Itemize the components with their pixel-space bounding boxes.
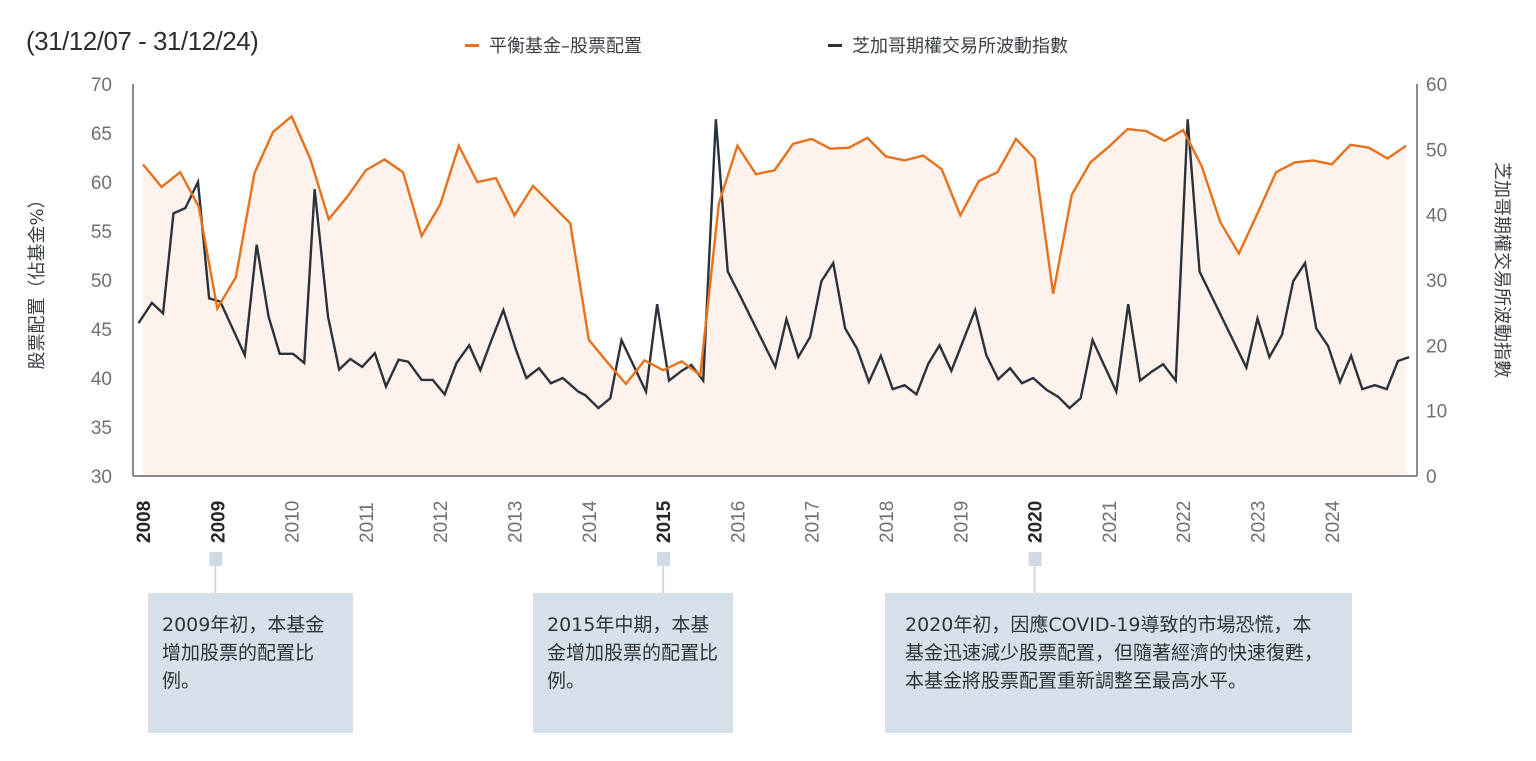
y-tick-right-label: 30 bbox=[1426, 271, 1447, 292]
y-tick-right-label: 10 bbox=[1426, 402, 1447, 423]
annotation-box-2015: 2015年中期，本基金增加股票的配置比例。 bbox=[533, 593, 733, 733]
legend-item-equity-allocation: 平衡基金–股票配置 bbox=[465, 32, 642, 58]
y-tick-left-label: 30 bbox=[91, 467, 112, 488]
x-tick-label: 2011 bbox=[357, 502, 378, 543]
annotation-marker-2009 bbox=[209, 552, 223, 566]
annotation-box-2009: 2009年初，本基金增加股票的配置比例。 bbox=[148, 593, 353, 733]
x-tick-label: 2016 bbox=[728, 501, 749, 543]
vix-line bbox=[137, 119, 1410, 410]
y-tick-left-label: 50 bbox=[91, 271, 112, 292]
x-tick-label: 2013 bbox=[506, 501, 527, 543]
y-tick-left-label: 45 bbox=[91, 320, 112, 341]
legend-label: 平衡基金–股票配置 bbox=[489, 36, 642, 57]
x-tick-label: 2015 bbox=[654, 500, 675, 543]
y-tick-right-label: 0 bbox=[1426, 467, 1437, 488]
x-tick-label: 2021 bbox=[1100, 501, 1121, 543]
x-tick-label: 2017 bbox=[803, 501, 824, 543]
x-tick-label: 2019 bbox=[951, 501, 972, 543]
x-tick-label: 2022 bbox=[1174, 501, 1195, 543]
x-tick-label: 2010 bbox=[283, 501, 304, 543]
x-tick-label: 2020 bbox=[1026, 501, 1047, 543]
x-tick-label: 2012 bbox=[431, 501, 452, 543]
y-tick-left-label: 55 bbox=[91, 222, 112, 243]
x-tick-label: 2024 bbox=[1323, 500, 1344, 543]
legend-swatch-dark bbox=[828, 43, 842, 47]
y-tick-right-label: 60 bbox=[1426, 75, 1447, 96]
chart-subtitle: (31/12/07 - 31/12/24) bbox=[26, 26, 259, 56]
x-tick-label: 2014 bbox=[580, 500, 601, 543]
y-tick-left-label: 35 bbox=[91, 418, 112, 439]
y-tick-left-label: 70 bbox=[91, 75, 112, 96]
legend-label: 芝加哥期權交易所波動指數 bbox=[852, 36, 1068, 57]
y-tick-left-label: 40 bbox=[91, 369, 112, 390]
annotation-marker-2020 bbox=[1028, 552, 1042, 566]
legend-swatch-orange bbox=[465, 43, 479, 47]
y-tick-right-label: 20 bbox=[1426, 336, 1447, 357]
annotation-marker-2015 bbox=[657, 552, 671, 566]
x-tick-label: 2008 bbox=[134, 501, 155, 543]
y-tick-right-label: 50 bbox=[1426, 140, 1447, 161]
y-tick-left-label: 60 bbox=[91, 173, 112, 194]
legend-item-vix: 芝加哥期權交易所波動指數 bbox=[828, 32, 1068, 58]
y-tick-left-label: 65 bbox=[91, 124, 112, 145]
annotation-box-2020: 2020年初，因應COVID-19導致的市場恐慌，本基金迅速減少股票配置，但隨著… bbox=[885, 593, 1352, 733]
x-tick-label: 2018 bbox=[877, 501, 898, 543]
x-tick-label: 2023 bbox=[1249, 501, 1270, 543]
equity-allocation-area bbox=[143, 116, 1407, 476]
x-tick-label: 2009 bbox=[208, 501, 229, 543]
y-tick-right-label: 40 bbox=[1426, 206, 1447, 227]
